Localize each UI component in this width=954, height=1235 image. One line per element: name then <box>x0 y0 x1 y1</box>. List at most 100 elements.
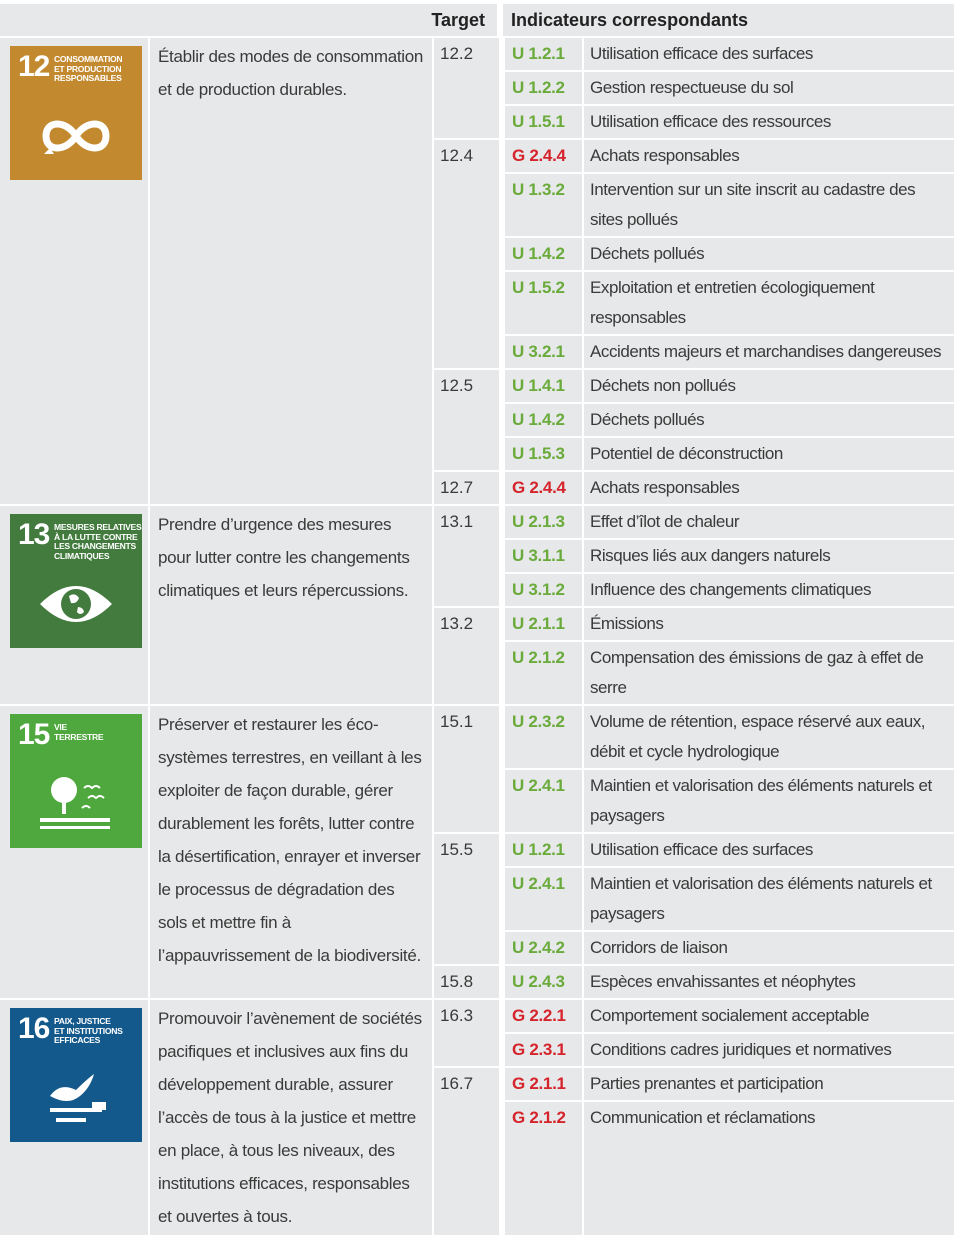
indicator-code: U 2.4.1 <box>505 770 582 832</box>
indicator-code: U 3.2.1 <box>505 336 582 368</box>
indicator-name: Gestion respectueuse du sol <box>584 72 954 104</box>
goal-number: 16 <box>18 1012 50 1045</box>
indicator-row: U 2.1.2 Compensation des émissions de gaz… <box>505 642 954 704</box>
target-number: 15.8 <box>434 966 499 998</box>
indicator-list: U 2.1.1 Émissions U 2.1.2 Compensation des … <box>505 608 954 704</box>
indicator-list: G 2.4.4 Achats responsables <box>505 472 954 504</box>
goal-label-line: MESURES RELATIVES <box>54 522 142 532</box>
goal-number: 12 <box>18 50 50 83</box>
indicator-name: Utilisation efficace des ressources <box>584 106 954 138</box>
indicator-row: U 2.1.1 Émissions <box>505 608 954 640</box>
indicator-code: U 1.5.3 <box>505 438 582 470</box>
indicator-row: U 1.3.2 Intervention sur un site inscrit … <box>505 174 954 236</box>
indicator-row: U 1.4.2 Déchets pollués <box>505 238 954 270</box>
indicator-code: G 2.1.1 <box>505 1068 582 1100</box>
indicator-code: U 1.2.1 <box>505 834 582 866</box>
indicator-name: Risques liés aux dangers naturels <box>584 540 954 572</box>
indicator-code: U 2.1.3 <box>505 506 582 538</box>
indicators-header: Indicateurs correspondants <box>503 4 954 36</box>
goal-label-line: ET INSTITUTIONS <box>54 1025 123 1036</box>
indicator-code: U 2.4.2 <box>505 932 582 964</box>
indicator-row: U 2.4.1 Maintien et valorisation des élém… <box>505 868 954 930</box>
indicator-row: G 2.3.1 Conditions cadres juridiques et n… <box>505 1034 954 1066</box>
goal-label-line: TERRESTRE <box>54 731 104 742</box>
indicator-code: U 2.4.1 <box>505 868 582 930</box>
indicator-name: Potentiel de déconstruction <box>584 438 954 470</box>
indicator-name: Déchets pollués <box>584 404 954 436</box>
indicator-name: Communication et réclamations <box>584 1102 954 1235</box>
indicator-name: Influence des changements climatiques <box>584 574 954 606</box>
targets: 13.1 U 2.1.3 Effet d’îlot de chaleur U 3.1.… <box>434 506 954 704</box>
goal-label-line: CLIMATIQUES <box>54 550 110 561</box>
indicator-list: G 2.2.1 Comportement socialement acceptab… <box>505 1000 954 1066</box>
goal-label: CONSOMMATION ET PRODUCTION RESPONSABLES <box>54 54 123 84</box>
indicator-name: Utilisation efficace des surfaces <box>584 834 954 866</box>
icon-cell: 12 CONSOMMATION ET PRODUCTION RESPONSABLES <box>0 38 148 504</box>
indicator-row: U 2.4.2 Corridors de liaison <box>505 932 954 964</box>
indicator-code: U 2.4.3 <box>505 966 582 998</box>
goal-label-line: ET PRODUCTION <box>54 63 122 74</box>
target-group: 12.7 G 2.4.4 Achats responsables <box>434 472 954 504</box>
indicator-row: U 2.4.3 Espèces envahissantes et néophyte… <box>505 966 954 998</box>
goal-label: MESURES RELATIVES À LA LUTTE CONTRE LES CH… <box>54 522 142 561</box>
indicator-name: Émissions <box>584 608 954 640</box>
indicator-name: Compensation des émissions de gaz à effe… <box>584 642 954 704</box>
indicator-code: U 1.5.1 <box>505 106 582 138</box>
indicator-name: Utilisation efficace des surfaces <box>584 38 954 70</box>
target-number: 12.5 <box>434 370 499 470</box>
target-number: 12.4 <box>434 140 499 368</box>
indicator-row: U 1.5.1 Utilisation efficace des ressourc… <box>505 106 954 138</box>
indicator-name: Exploitation et entretien écologiquement… <box>584 272 954 334</box>
goal-label: VIE TERRESTRE <box>54 722 104 742</box>
target-group: 16.7 G 2.1.1 Parties prenantes et particip… <box>434 1068 954 1235</box>
indicator-row: G 2.1.1 Parties prenantes et participatio… <box>505 1068 954 1100</box>
target-group: 15.1 U 2.3.2 Volume de rétention, espace r… <box>434 706 954 832</box>
indicator-row: U 2.4.1 Maintien et valorisation des élém… <box>505 770 954 832</box>
indicator-code: G 2.3.1 <box>505 1034 582 1066</box>
indicator-row: U 3.1.1 Risques liés aux dangers naturels <box>505 540 954 572</box>
indicator-code: U 1.4.2 <box>505 404 582 436</box>
goal-label-line: À LA LUTTE CONTRE <box>54 531 138 542</box>
indicator-name: Volume de rétention, espace réservé aux … <box>584 706 954 768</box>
indicator-code: U 1.2.1 <box>505 38 582 70</box>
indicator-row: U 3.2.1 Accidents majeurs et marchandises… <box>505 336 954 368</box>
goal-label-line: VIE <box>54 722 67 732</box>
indicator-list: U 1.4.1 Déchets non pollués U 1.4.2 Déchets… <box>505 370 954 470</box>
target-number: 16.3 <box>434 1000 499 1066</box>
page: Target Indicateurs correspondants 12 CONS… <box>0 4 954 1235</box>
target-group: 15.8 U 2.4.3 Espèces envahissantes et néop… <box>434 966 954 998</box>
indicator-code: U 2.3.2 <box>505 706 582 768</box>
indicator-code: U 1.2.2 <box>505 72 582 104</box>
indicator-code: G 2.1.2 <box>505 1102 582 1235</box>
indicator-code: U 3.1.1 <box>505 540 582 572</box>
indicator-name: Corridors de liaison <box>584 932 954 964</box>
target-number: 16.7 <box>434 1068 499 1235</box>
indicator-name: Maintien et valorisation des éléments na… <box>584 868 954 930</box>
target-group: 12.5 U 1.4.1 Déchets non pollués U 1.4.2 Déc… <box>434 370 954 470</box>
indicator-row: U 2.3.2 Volume de rétention, espace réser… <box>505 706 954 768</box>
indicator-code: U 2.1.2 <box>505 642 582 704</box>
target-group: 16.3 G 2.2.1 Comportement socialement acce… <box>434 1000 954 1066</box>
indicator-name: Achats responsables <box>584 472 954 504</box>
indicator-row: G 2.2.1 Comportement socialement acceptab… <box>505 1000 954 1032</box>
target-number: 12.2 <box>434 38 499 138</box>
indicator-row: U 1.2.1 Utilisation efficace des surfaces <box>505 834 954 866</box>
indicator-name: Maintien et valorisation des éléments na… <box>584 770 954 832</box>
indicator-code: G 2.4.4 <box>505 140 582 172</box>
indicator-code: U 1.3.2 <box>505 174 582 236</box>
goal-label-line: CONSOMMATION <box>54 54 123 64</box>
goal-description: Prendre d’urgence des mesures pour lutte… <box>150 506 432 704</box>
target-group: 13.2 U 2.1.1 Émissions U 2.1.2 Compensation … <box>434 608 954 704</box>
goal-number: 13 <box>18 518 50 551</box>
icon-cell: 16 PAIX, JUSTICE ET INSTITUTIONS EFFICACES <box>0 1000 148 1235</box>
indicator-row: U 1.2.2 Gestion respectueuse du sol <box>505 72 954 104</box>
indicator-name: Parties prenantes et participation <box>584 1068 954 1100</box>
indicator-row: U 1.5.3 Potentiel de déconstruction <box>505 438 954 470</box>
indicator-row: U 3.1.2 Influence des changements climati… <box>505 574 954 606</box>
indicator-row: G 2.4.4 Achats responsables <box>505 140 954 172</box>
header-row: Target Indicateurs correspondants <box>0 4 954 36</box>
indicator-code: G 2.2.1 <box>505 1000 582 1032</box>
indicator-list: U 1.2.1 Utilisation efficace des surfaces… <box>505 834 954 964</box>
target-number: 12.7 <box>434 472 499 504</box>
indicator-row: U 2.1.3 Effet d’îlot de chaleur <box>505 506 954 538</box>
